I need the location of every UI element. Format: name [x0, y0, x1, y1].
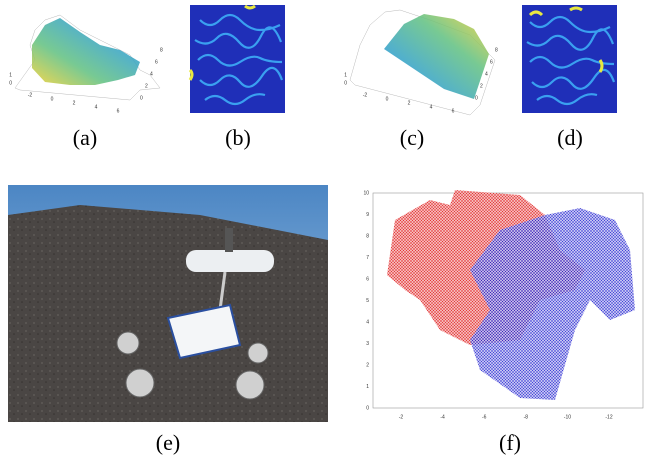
- x-tick-label: -10: [564, 414, 571, 420]
- x-tick-label: 4: [430, 104, 433, 110]
- wheel: [125, 368, 155, 398]
- heat-hot: [528, 6, 604, 73]
- z-tick-label: 0: [9, 80, 12, 86]
- x-tick-label: 4: [95, 104, 98, 110]
- heat-ridges: [194, 13, 284, 106]
- ground: [8, 205, 328, 422]
- y-tick-label: 1: [366, 384, 369, 390]
- point-cloud: [32, 18, 140, 85]
- z-tick-label: 1: [9, 72, 12, 78]
- panel-b-heatmap: [188, 4, 285, 113]
- axes-box: [14, 14, 161, 101]
- y-tick-label: 8: [366, 233, 369, 239]
- y-tick-label: 4: [150, 71, 153, 77]
- x-tick-label: 2: [73, 100, 76, 106]
- blue-map: [470, 208, 635, 400]
- x-tick-label: -2: [363, 92, 368, 98]
- caption: (c): [400, 125, 424, 150]
- x-tick-label: 0: [386, 96, 389, 102]
- y-tick-label: 0: [140, 95, 143, 101]
- caption: (e): [156, 430, 180, 455]
- panel-a-plot: [14, 14, 161, 101]
- y-tick-label: 8: [495, 47, 498, 53]
- caption: (b): [225, 125, 251, 150]
- wheel: [235, 370, 265, 400]
- y-tick-label: 2: [480, 83, 483, 89]
- y-tick-label: 0: [475, 95, 478, 101]
- y-tick-label: 10: [363, 190, 369, 196]
- y-tick-label: 6: [366, 276, 369, 282]
- mast: [225, 228, 233, 252]
- z-tick-label: 0: [344, 80, 347, 86]
- x-tick-label: -4: [440, 414, 445, 420]
- y-tick-label: 7: [366, 255, 369, 261]
- sensor-head: [186, 250, 274, 272]
- y-tick-label: 0: [366, 405, 369, 411]
- x-tick-label: 6: [117, 108, 120, 114]
- heat-ridges: [526, 15, 616, 106]
- y-tick-label: 5: [366, 298, 369, 304]
- x-tick-label: -2: [28, 92, 33, 98]
- x-tick-label: -6: [482, 414, 487, 420]
- heat-hot: [188, 4, 256, 81]
- mast-pole: [218, 271, 227, 311]
- y-tick-label: 6: [155, 59, 158, 65]
- y-tick-label: 4: [485, 71, 488, 77]
- rover-body: [166, 303, 242, 360]
- y-tick-label: 2: [145, 83, 148, 89]
- panel-f-plot: [372, 190, 644, 409]
- y-tick-label: 8: [160, 47, 163, 53]
- x-tick-label: 0: [51, 96, 54, 102]
- wheel: [247, 342, 269, 364]
- y-tick-label: 6: [490, 59, 493, 65]
- y-tick-label: 2: [366, 362, 369, 368]
- x-tick-label: -8: [524, 414, 529, 420]
- point-cloud: [384, 14, 489, 99]
- wheel: [116, 331, 140, 355]
- y-tick-label: 9: [366, 212, 369, 218]
- x-tick-label: -12: [605, 414, 612, 420]
- y-tick-label: 4: [366, 319, 369, 325]
- panel-e-photo: [8, 185, 328, 422]
- x-tick-label: -2: [399, 414, 404, 420]
- x-tick-label: 6: [452, 108, 455, 114]
- caption: (f): [499, 430, 521, 455]
- z-tick-label: 1: [344, 72, 347, 78]
- y-tick-label: 3: [366, 341, 369, 347]
- caption: (d): [557, 125, 583, 150]
- caption: (a): [73, 125, 97, 150]
- panel-d-heatmap: [522, 5, 617, 113]
- x-tick-label: 2: [408, 100, 411, 106]
- panel-c-plot: [349, 9, 496, 116]
- heatmap-bg: [190, 5, 285, 113]
